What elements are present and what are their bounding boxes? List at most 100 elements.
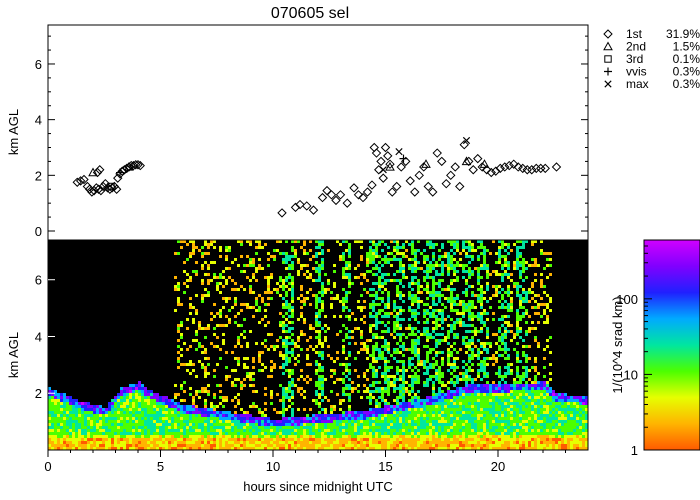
heat-cell	[381, 387, 384, 390]
heat-cell	[180, 429, 183, 432]
heat-cell	[390, 384, 393, 387]
heat-cell	[135, 420, 138, 423]
heat-cell	[267, 375, 270, 378]
heat-cell	[456, 270, 459, 273]
heat-cell	[165, 420, 168, 423]
heat-cell	[129, 387, 132, 390]
heat-cell	[282, 342, 285, 345]
heat-cell	[177, 285, 180, 288]
heat-cell	[441, 390, 444, 393]
heat-cell	[435, 354, 438, 357]
heat-cell	[348, 279, 351, 282]
heat-cell	[345, 363, 348, 366]
heat-cell	[219, 438, 222, 441]
heat-cell	[318, 273, 321, 276]
heat-cell	[387, 387, 390, 390]
heat-cell	[189, 441, 192, 444]
heat-cell	[399, 408, 402, 411]
heat-cell	[477, 435, 480, 438]
heat-cell	[465, 411, 468, 414]
heat-cell	[375, 282, 378, 285]
heat-cell	[135, 417, 138, 420]
heat-cell	[246, 306, 249, 309]
heat-cell	[234, 282, 237, 285]
heat-cell	[402, 300, 405, 303]
heat-cell	[270, 441, 273, 444]
heat-cell	[258, 435, 261, 438]
heat-cell	[288, 267, 291, 270]
heat-cell	[408, 366, 411, 369]
heat-cell	[303, 396, 306, 399]
heat-cell	[516, 354, 519, 357]
heat-cell	[129, 408, 132, 411]
heat-cell	[372, 360, 375, 363]
heat-cell	[432, 348, 435, 351]
heat-cell	[342, 387, 345, 390]
heat-cell	[456, 312, 459, 315]
heat-cell	[207, 411, 210, 414]
heat-cell	[399, 393, 402, 396]
heat-cell	[69, 441, 72, 444]
heat-cell	[333, 414, 336, 417]
heat-cell	[183, 420, 186, 423]
heat-cell	[96, 438, 99, 441]
heat-cell	[369, 339, 372, 342]
heat-cell	[207, 264, 210, 267]
heat-cell	[258, 411, 261, 414]
heat-cell	[459, 372, 462, 375]
heat-cell	[321, 408, 324, 411]
heat-cell	[141, 405, 144, 408]
heat-cell	[297, 420, 300, 423]
heat-cell	[288, 429, 291, 432]
heat-cell	[258, 408, 261, 411]
heat-cell	[144, 396, 147, 399]
heat-cell	[378, 441, 381, 444]
heat-cell	[381, 444, 384, 447]
heat-cell	[438, 249, 441, 252]
heat-cell	[72, 417, 75, 420]
heat-cell	[414, 399, 417, 402]
heat-cell	[447, 267, 450, 270]
heat-cell	[486, 438, 489, 441]
heat-cell	[378, 243, 381, 246]
heat-cell	[213, 444, 216, 447]
heat-cell	[501, 339, 504, 342]
heat-cell	[471, 330, 474, 333]
heat-cell	[237, 432, 240, 435]
heat-cell	[393, 378, 396, 381]
heat-cell	[426, 336, 429, 339]
heat-cell	[378, 255, 381, 258]
heat-cell	[477, 351, 480, 354]
heat-cell	[381, 390, 384, 393]
heat-cell	[429, 312, 432, 315]
heat-cell	[303, 423, 306, 426]
heat-cell	[477, 375, 480, 378]
heat-cell	[453, 348, 456, 351]
heat-cell	[198, 447, 201, 450]
heat-cell	[78, 435, 81, 438]
heat-cell	[411, 303, 414, 306]
heat-cell	[267, 441, 270, 444]
heat-cell	[369, 402, 372, 405]
heat-cell	[291, 339, 294, 342]
heat-cell	[180, 408, 183, 411]
heat-cell	[84, 414, 87, 417]
heat-cell	[96, 432, 99, 435]
heat-cell	[417, 261, 420, 264]
heat-cell	[372, 309, 375, 312]
heat-cell	[165, 417, 168, 420]
heat-cell	[507, 315, 510, 318]
heat-cell	[123, 393, 126, 396]
heat-cell	[414, 294, 417, 297]
heat-cell	[201, 441, 204, 444]
heat-cell	[348, 420, 351, 423]
heat-cell	[378, 303, 381, 306]
heat-cell	[330, 444, 333, 447]
heat-cell	[405, 438, 408, 441]
heat-cell	[132, 390, 135, 393]
heat-cell	[195, 438, 198, 441]
heat-cell	[84, 408, 87, 411]
heat-cell	[180, 348, 183, 351]
heat-cell	[261, 441, 264, 444]
heat-cell	[435, 447, 438, 450]
